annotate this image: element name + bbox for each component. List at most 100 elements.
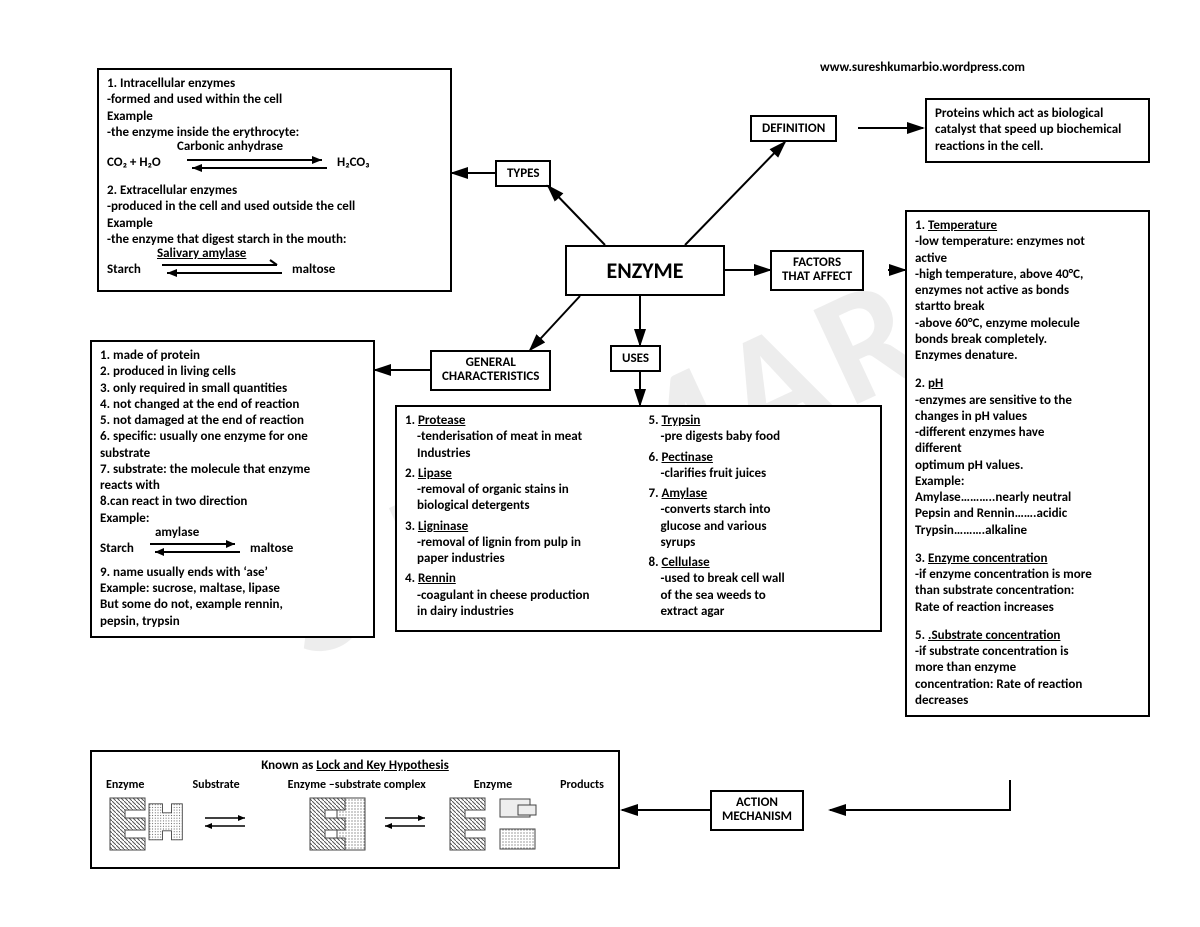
uses-sub: -tenderisation of meat in meat bbox=[405, 429, 629, 445]
node-uses: USES bbox=[610, 345, 661, 372]
node-factors: FACTORS THAT AFFECT bbox=[770, 250, 864, 291]
factors-line: than substrate concentration: bbox=[915, 583, 1140, 599]
factors-line: Rate of reaction increases bbox=[915, 600, 1140, 616]
node-action: ACTION MECHANISM bbox=[710, 790, 804, 831]
lockkey-box: Known as Lock and Key Hypothesis Enzyme … bbox=[90, 750, 620, 869]
general-item: 3. only required in small quantities bbox=[100, 381, 365, 397]
general-item: 6. specific: usually one enzyme for one bbox=[100, 429, 365, 445]
general-item: 2. produced in living cells bbox=[100, 364, 365, 380]
definition-box: Proteins which act as biological catalys… bbox=[925, 98, 1150, 163]
uses-head: 7. Amylase bbox=[649, 486, 873, 502]
general-item: 8.can react in two direction bbox=[100, 494, 365, 510]
factors-line: -above 60°C, enzyme molecule bbox=[915, 316, 1140, 332]
general-eq-left: Starch bbox=[100, 541, 134, 557]
lockkey-title: Known as Lock and Key Hypothesis bbox=[100, 758, 610, 774]
factors-line: enzymes not active as bonds bbox=[915, 283, 1140, 299]
uses-sub: biological detergents bbox=[405, 498, 629, 514]
uses-box: 1. Protease-tenderisation of meat in mea… bbox=[395, 405, 882, 632]
uses-head: 3. Ligninase bbox=[405, 519, 629, 535]
uses-right-col: 5. Trypsin-pre digests baby food 6. Pecti… bbox=[649, 413, 873, 624]
uses-sub: -used to break cell wall bbox=[649, 571, 873, 587]
lockkey-title-pre: Known as bbox=[261, 758, 316, 773]
node-general-l2: CHARACTERISTICS bbox=[442, 369, 539, 384]
general-item: reacts with bbox=[100, 478, 365, 494]
uses-head: 8. Cellulase bbox=[649, 555, 873, 571]
types-eq2-left: Starch bbox=[107, 262, 141, 278]
types-l2: -formed and used within the cell bbox=[107, 92, 442, 108]
factors-line: -high temperature, above 40°C, bbox=[915, 267, 1140, 283]
factors-line: decreases bbox=[915, 693, 1140, 709]
reversible-arrow-icon bbox=[187, 153, 327, 175]
uses-head: 1. Protease bbox=[405, 413, 629, 429]
factors-line: Example: bbox=[915, 474, 1140, 490]
uses-head: 5. Trypsin bbox=[649, 413, 873, 429]
general-list-1: 1. made of protein2. produced in living … bbox=[100, 348, 365, 527]
node-enzyme: ENZYME bbox=[565, 245, 725, 296]
types-eq2-right: maltose bbox=[292, 262, 335, 278]
uses-sub: -removal of lignin from pulp in bbox=[405, 535, 629, 551]
factors-box: 1. Temperature-low temperature: enzymes … bbox=[905, 210, 1150, 717]
factors-line: -low temperature: enzymes not bbox=[915, 234, 1140, 250]
lockkey-title-underline: Lock and Key Hypothesis bbox=[316, 758, 449, 773]
factors-line: more than enzyme bbox=[915, 660, 1140, 676]
factors-line: -enzymes are sensitive to the bbox=[915, 393, 1140, 409]
reversible-arrow-icon bbox=[162, 258, 282, 280]
factors-line: different bbox=[915, 441, 1140, 457]
reversible-arrow-icon bbox=[150, 537, 240, 559]
factors-head: 3. Enzyme concentration bbox=[915, 551, 1140, 567]
node-factors-l2: THAT AFFECT bbox=[782, 269, 852, 284]
uses-sub: -clarifies fruit juices bbox=[649, 466, 873, 482]
node-action-l2: MECHANISM bbox=[722, 809, 792, 824]
lockkey-diagram bbox=[100, 793, 616, 855]
types-l7: -produced in the cell and used outside t… bbox=[107, 199, 442, 215]
general-item: 4. not changed at the end of reaction bbox=[100, 397, 365, 413]
factors-line: bonds break completely. bbox=[915, 332, 1140, 348]
source-url: www.sureshkumarbio.wordpress.com bbox=[820, 60, 1025, 75]
general-item: Example: bbox=[100, 511, 365, 527]
node-general: GENERAL CHARACTERISTICS bbox=[430, 350, 551, 391]
factors-line: -different enzymes have bbox=[915, 425, 1140, 441]
uses-sub: glucose and various bbox=[649, 519, 873, 535]
lock-label-enzyme2: Enzyme bbox=[474, 778, 512, 793]
uses-sub: Industries bbox=[405, 446, 629, 462]
types-l1: 1. Intracellular enzymes bbox=[107, 76, 442, 92]
uses-head: 2. Lipase bbox=[405, 466, 629, 482]
uses-left-col: 1. Protease-tenderisation of meat in mea… bbox=[405, 413, 629, 624]
uses-sub: -pre digests baby food bbox=[649, 429, 873, 445]
types-l6: 2. Extracellular enzymes bbox=[107, 183, 442, 199]
node-definition: DEFINITION bbox=[750, 115, 837, 142]
uses-sub: paper industries bbox=[405, 551, 629, 567]
uses-sub: -removal of organic stains in bbox=[405, 482, 629, 498]
factors-line: active bbox=[915, 251, 1140, 267]
uses-sub: of the sea weeds to bbox=[649, 588, 873, 604]
general-item: 9. name usually ends with ‘ase’ bbox=[100, 565, 365, 581]
uses-sub: extract agar bbox=[649, 604, 873, 620]
uses-head: 4. Rennin bbox=[405, 571, 629, 587]
lock-label-complex: Enzyme –substrate complex bbox=[288, 778, 426, 793]
uses-head: 6. Pectinase bbox=[649, 450, 873, 466]
factors-line: concentration: Rate of reaction bbox=[915, 677, 1140, 693]
types-l8: Example bbox=[107, 216, 442, 232]
factors-line: Amylase………..nearly neutral bbox=[915, 490, 1140, 506]
uses-sub: -converts starch into bbox=[649, 502, 873, 518]
node-action-l1: ACTION bbox=[736, 795, 778, 810]
types-l3: Example bbox=[107, 109, 442, 125]
types-eq1-left: CO₂ + H₂O bbox=[107, 155, 161, 171]
node-types: TYPES bbox=[495, 160, 551, 187]
factors-head: 5. .Substrate concentration bbox=[915, 628, 1140, 644]
general-item: substrate bbox=[100, 446, 365, 462]
factors-line: Enzymes denature. bbox=[915, 348, 1140, 364]
node-factors-l1: FACTORS bbox=[793, 255, 841, 270]
factors-line: optimum pH values. bbox=[915, 458, 1140, 474]
node-general-l1: GENERAL bbox=[466, 355, 516, 370]
factors-line: Trypsin……….alkaline bbox=[915, 523, 1140, 539]
general-eq-right: maltose bbox=[250, 541, 293, 557]
general-item: 1. made of protein bbox=[100, 348, 365, 364]
types-eq1-right: H₂CO₃ bbox=[337, 155, 370, 171]
general-item: 5. not damaged at the end of reaction bbox=[100, 413, 365, 429]
factors-head: 2. pH bbox=[915, 376, 1140, 392]
factors-line: changes in pH values bbox=[915, 409, 1140, 425]
uses-sub: syrups bbox=[649, 535, 873, 551]
factors-line: -if enzyme concentration is more bbox=[915, 567, 1140, 583]
factors-head: 1. Temperature bbox=[915, 218, 1140, 234]
